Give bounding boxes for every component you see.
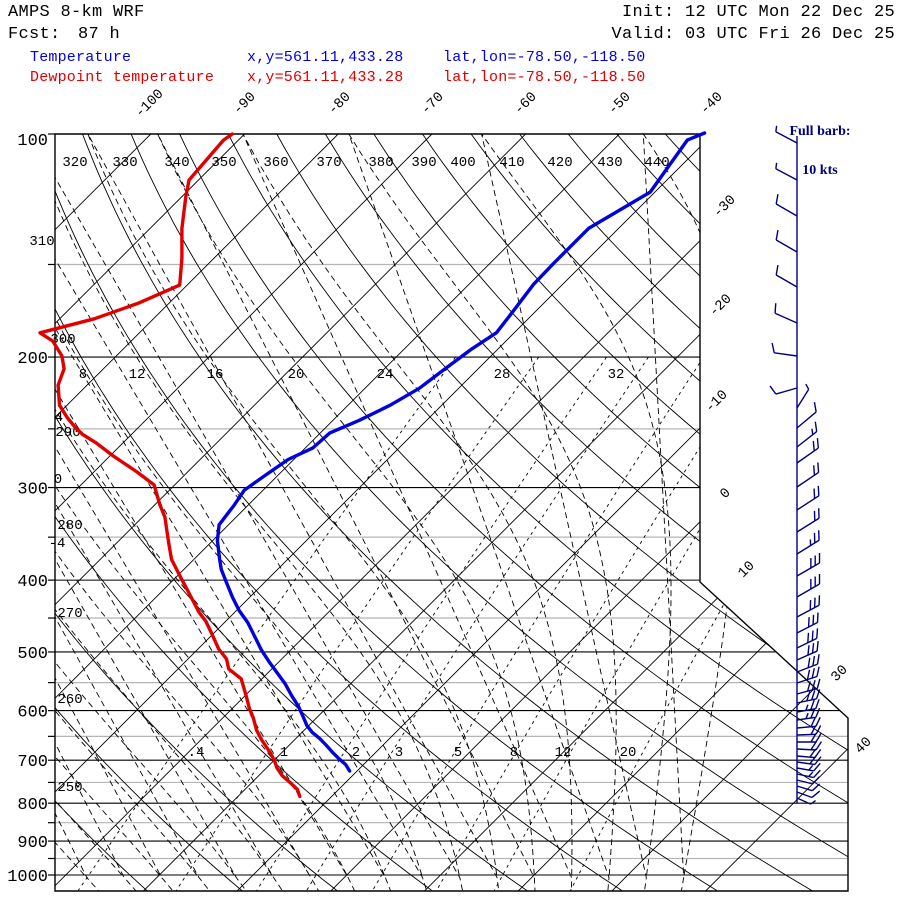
svg-text:-80: -80 — [325, 89, 354, 118]
svg-text:-30: -30 — [710, 192, 739, 221]
svg-text:0: 0 — [717, 485, 734, 502]
svg-text:310: 310 — [29, 234, 54, 250]
temperature-legend-label: Temperature — [30, 49, 132, 66]
svg-text:8: 8 — [510, 745, 518, 761]
svg-text:360: 360 — [263, 155, 288, 171]
dewpoint-cursor-xy: x,y=561.11,433.28 — [247, 69, 404, 86]
svg-text:100: 100 — [17, 132, 48, 151]
svg-text:2: 2 — [352, 745, 360, 761]
svg-text:20: 20 — [288, 367, 305, 383]
init-time: Init: 12 UTC Mon 22 Dec 25 — [621, 3, 895, 22]
svg-text:-90: -90 — [230, 89, 259, 118]
svg-text:900: 900 — [17, 834, 48, 853]
svg-text:1: 1 — [280, 745, 288, 761]
svg-text:12: 12 — [555, 745, 572, 761]
svg-text:30: 30 — [828, 662, 851, 685]
svg-text:600: 600 — [17, 704, 48, 723]
plot-border-and-axis — [48, 133, 849, 892]
dewpoint-trace — [38, 132, 302, 799]
svg-text:270: 270 — [57, 606, 82, 622]
svg-text:260: 260 — [57, 692, 82, 708]
wind-barb-legend: Full barb: 10 kts — [765, 99, 875, 203]
svg-text:350: 350 — [211, 155, 236, 171]
svg-text:200: 200 — [17, 350, 48, 369]
svg-text:-50: -50 — [605, 89, 634, 118]
app-title: AMPS 8-km WRF — [8, 3, 145, 22]
svg-text:3: 3 — [395, 745, 403, 761]
background-grid — [55, 134, 848, 891]
svg-text:1000: 1000 — [7, 868, 48, 887]
svg-text:-4: -4 — [49, 536, 66, 552]
svg-text:5: 5 — [454, 745, 462, 761]
svg-text:400: 400 — [17, 573, 48, 592]
svg-text:24: 24 — [377, 367, 394, 383]
svg-text:0: 0 — [54, 472, 62, 488]
svg-text:-100: -100 — [132, 86, 167, 121]
forecast-hour-label: Fcst: — [8, 25, 61, 44]
svg-text:420: 420 — [547, 155, 572, 171]
svg-text:330: 330 — [112, 155, 137, 171]
wind-barb-legend-line1: Full barb: — [789, 124, 851, 139]
svg-text:4: 4 — [55, 410, 63, 426]
svg-text:32: 32 — [608, 367, 625, 383]
svg-text:300: 300 — [17, 481, 48, 500]
svg-text:500: 500 — [17, 645, 48, 664]
svg-text:-10: -10 — [702, 387, 731, 416]
svg-text:-40: -40 — [697, 89, 726, 118]
svg-text:250: 250 — [57, 780, 82, 796]
svg-text:290: 290 — [55, 425, 80, 441]
svg-text:-70: -70 — [418, 89, 447, 118]
svg-text:410: 410 — [499, 155, 524, 171]
dewpoint-legend-label: Dewpoint temperature — [30, 69, 215, 86]
svg-text:-20: -20 — [706, 291, 735, 320]
svg-text:16: 16 — [207, 367, 224, 383]
svg-text:28: 28 — [494, 367, 511, 383]
valid-time: Valid: 03 UTC Fri 26 Dec 25 — [611, 25, 895, 44]
svg-text:340: 340 — [164, 155, 189, 171]
svg-text:8: 8 — [79, 367, 87, 383]
svg-text:20: 20 — [620, 745, 637, 761]
svg-text:440: 440 — [644, 155, 669, 171]
svg-text:700: 700 — [17, 753, 48, 772]
svg-text:.4: .4 — [188, 745, 205, 761]
svg-text:12: 12 — [129, 367, 146, 383]
dewpoint-latlon: lat,lon=-78.50,-118.50 — [443, 69, 646, 86]
forecast-hour-value: 87 h — [78, 25, 121, 44]
temperature-latlon: lat,lon=-78.50,-118.50 — [443, 49, 646, 66]
svg-text:280: 280 — [57, 518, 82, 534]
svg-text:380: 380 — [368, 155, 393, 171]
svg-text:320: 320 — [62, 155, 87, 171]
svg-text:300: 300 — [50, 332, 75, 348]
svg-text:40: 40 — [852, 734, 875, 757]
svg-text:400: 400 — [450, 155, 475, 171]
temperature-cursor-xy: x,y=561.11,433.28 — [247, 49, 404, 66]
svg-text:10: 10 — [735, 558, 758, 581]
svg-text:370: 370 — [316, 155, 341, 171]
svg-text:390: 390 — [411, 155, 436, 171]
svg-text:800: 800 — [17, 796, 48, 815]
svg-text:-60: -60 — [511, 89, 540, 118]
wind-barb-legend-line2: 10 kts — [802, 163, 838, 178]
wind-barb-column — [769, 125, 823, 805]
temperature-trace — [215, 131, 707, 773]
svg-text:430: 430 — [597, 155, 622, 171]
